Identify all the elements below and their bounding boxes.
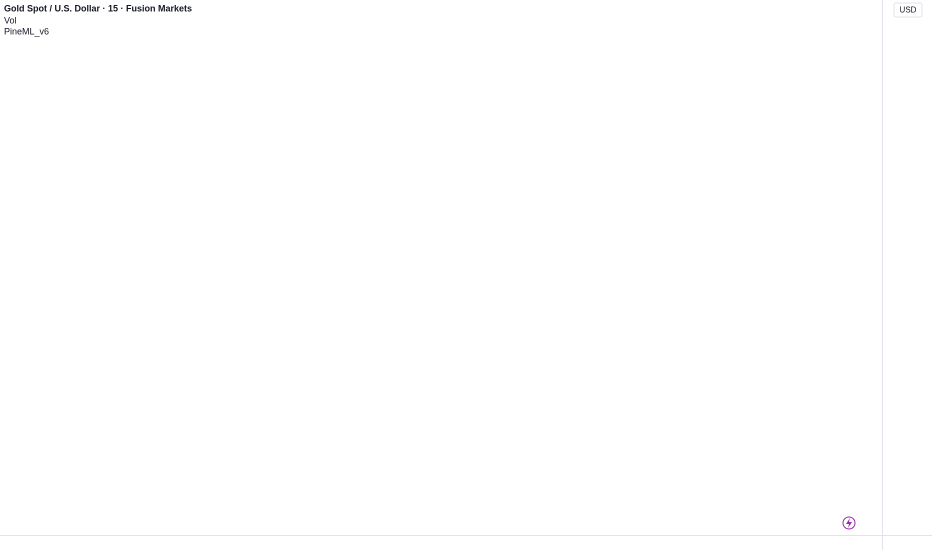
currency-button[interactable] xyxy=(893,2,923,18)
indicator-label: Vol xyxy=(4,15,17,25)
chart-title: Gold Spot / U.S. Dollar · 15 · Fusion Ma… xyxy=(4,3,192,13)
event-icon-bolt xyxy=(846,518,852,528)
currency-label[interactable]: USD xyxy=(900,6,917,15)
indicator-label: PineML_v6 xyxy=(4,26,49,36)
